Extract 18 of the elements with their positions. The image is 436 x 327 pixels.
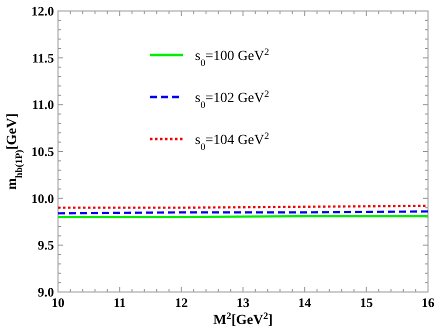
x-tick-label: 15 <box>360 295 374 310</box>
x-tick-label: 10 <box>52 295 64 310</box>
legend-label: s$_{0}$=104 GeV$^{2}$ <box>195 130 270 152</box>
x-tick-label: 16 <box>422 295 435 310</box>
x-tick-label: 11 <box>114 295 126 310</box>
y-tick-label: 10.5 <box>31 144 54 159</box>
legend-label: s$_{0}$=100 GeV$^{2}$ <box>195 46 270 68</box>
y-tick-label: 12.0 <box>31 4 54 18</box>
y-tick-label: 9.5 <box>38 238 54 253</box>
x-axis-title: M$^{2}$[GeV$^{2}$] <box>213 310 273 327</box>
x-tick-label: 13 <box>236 295 250 310</box>
y-tick-label: 10.0 <box>31 190 54 206</box>
y-tick-label: 11.0 <box>32 97 54 112</box>
y-tick-label: 11.5 <box>32 50 54 66</box>
y-tick-label: 9.0 <box>38 284 54 300</box>
x-tick-label: 14 <box>298 295 312 310</box>
legend-label: s$_{0}$=102 GeV$^{2}$ <box>195 88 270 110</box>
x-tick-label: 12 <box>174 295 188 310</box>
